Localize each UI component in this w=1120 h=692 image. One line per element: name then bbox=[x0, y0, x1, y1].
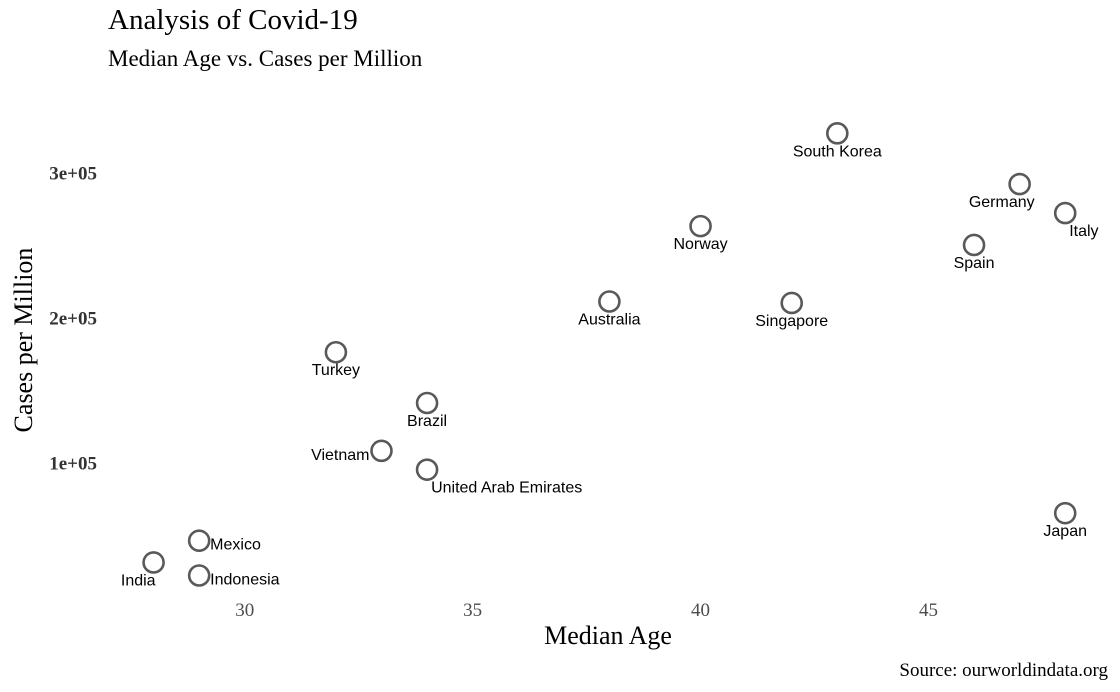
y-tick-label: 3e+05 bbox=[49, 163, 97, 184]
y-axis-label: Cases per Million bbox=[9, 248, 38, 433]
data-point bbox=[1053, 201, 1077, 225]
point-label: Singapore bbox=[755, 313, 828, 330]
point-label: Germany bbox=[969, 194, 1035, 211]
point-label: Spain bbox=[954, 255, 995, 272]
point-label: Brazil bbox=[407, 413, 447, 430]
source-caption: Source: ourworldindata.org bbox=[899, 660, 1108, 681]
data-point bbox=[598, 290, 621, 313]
y-tick-label: 1e+05 bbox=[49, 453, 97, 474]
point-label: Australia bbox=[578, 312, 640, 329]
x-tick-label: 30 bbox=[235, 600, 254, 621]
data-point bbox=[780, 291, 804, 315]
data-point bbox=[187, 529, 211, 553]
data-point bbox=[962, 233, 986, 257]
data-point bbox=[370, 439, 393, 463]
data-point bbox=[415, 458, 439, 481]
data-point bbox=[142, 551, 165, 574]
data-point bbox=[187, 564, 211, 587]
x-tick-label: 45 bbox=[919, 600, 938, 621]
chart-subtitle: Median Age vs. Cases per Million bbox=[108, 46, 423, 71]
point-label: South Korea bbox=[793, 143, 882, 160]
point-label: Turkey bbox=[312, 362, 360, 379]
data-point bbox=[1053, 501, 1077, 525]
y-axis-ticks: 1e+05 2e+05 3e+05 bbox=[49, 163, 97, 474]
x-tick-label: 40 bbox=[691, 600, 710, 621]
point-label: Norway bbox=[673, 236, 727, 253]
point-label: Indonesia bbox=[210, 572, 279, 589]
data-point bbox=[324, 340, 348, 364]
chart-title: Analysis of Covid-19 bbox=[108, 4, 358, 36]
point-label: India bbox=[121, 572, 156, 589]
data-point bbox=[1008, 172, 1031, 196]
data-point bbox=[826, 122, 849, 145]
y-tick-label: 2e+05 bbox=[49, 308, 97, 329]
data-point bbox=[415, 391, 439, 415]
data-point bbox=[689, 214, 712, 238]
point-label: Vietnam bbox=[311, 447, 369, 464]
data-points: South Korea Germany Italy Norway Spain Austra… bbox=[121, 122, 1099, 589]
point-label: Italy bbox=[1069, 223, 1098, 240]
x-axis-label: Median Age bbox=[544, 621, 672, 650]
x-tick-label: 35 bbox=[463, 600, 482, 621]
x-axis-ticks: 30 35 40 45 bbox=[235, 600, 938, 621]
point-label: United Arab Emirates bbox=[431, 480, 582, 497]
point-label: Japan bbox=[1043, 523, 1087, 540]
point-label: Mexico bbox=[210, 537, 261, 554]
